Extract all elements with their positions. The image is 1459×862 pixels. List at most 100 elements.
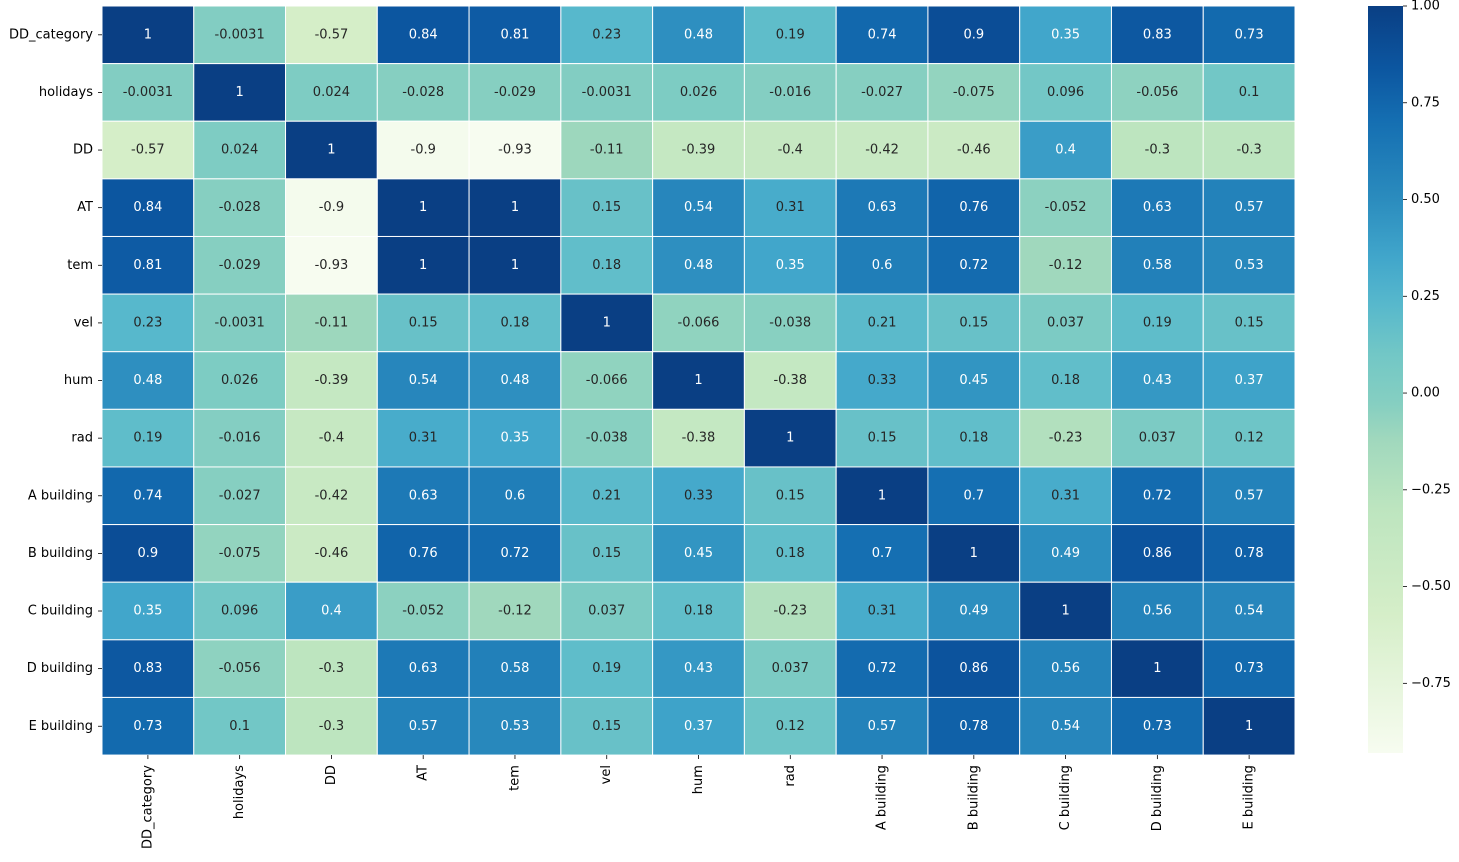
heatmap-cell-dd-category-dd-category: [101, 5, 195, 65]
heatmap-cell-d-building-tem: [468, 639, 562, 698]
heatmap-cell-at-at: [376, 178, 470, 237]
cell-value-label: 0.23: [592, 27, 621, 42]
heatmap-cell-at-e-building: [1202, 178, 1296, 237]
heatmap-cell-d-building-rad: [743, 639, 837, 698]
cell-value-label: 1: [511, 200, 519, 215]
heatmap-cell-vel-e-building: [1202, 293, 1296, 353]
cell-value-label: 0.56: [1051, 661, 1080, 676]
cell-value-label: -0.12: [498, 604, 532, 619]
cell-value-label: -0.3: [1236, 143, 1261, 158]
heatmap-cell-dd-category-at: [376, 5, 470, 65]
heatmap-cell-holidays-a-building: [835, 63, 929, 122]
heatmap-cell-rad-a-building: [835, 408, 929, 468]
heatmap-cell-b-building-dd-category: [101, 524, 195, 583]
heatmap-cell-e-building-at: [376, 696, 470, 756]
x-tick-label-at: AT: [416, 765, 431, 781]
y-tick-label-dd-category: DD_category: [9, 27, 93, 42]
cell-value-label: 0.57: [1235, 488, 1264, 503]
cell-value-label: 0.15: [1235, 315, 1264, 330]
heatmap-cell-a-building-rad: [743, 466, 837, 526]
cell-value-label: 0.19: [592, 661, 621, 676]
heatmap-cell-vel-tem: [468, 293, 562, 353]
heatmap-cell-hum-at: [376, 351, 470, 410]
cell-value-label: -0.3: [319, 719, 344, 734]
cell-value-label: 0.31: [1051, 488, 1080, 503]
heatmap-cell-vel-at: [376, 293, 470, 353]
cell-value-label: -0.23: [1049, 431, 1083, 446]
heatmap-cell-dd-category-d-building: [1110, 5, 1204, 65]
cell-value-label: 0.72: [1143, 488, 1172, 503]
cell-value-label: 0.33: [868, 373, 897, 388]
cell-value-label: 0.84: [133, 200, 162, 215]
cell-value-label: 0.024: [221, 143, 258, 158]
cell-value-label: 0.31: [868, 604, 897, 619]
x-tick-label-rad: rad: [783, 765, 798, 787]
heatmap-cell-at-c-building: [1019, 178, 1112, 237]
cell-value-label: -0.038: [769, 315, 811, 330]
cell-value-label: 0.18: [684, 604, 713, 619]
cell-value-label: 0.096: [221, 604, 258, 619]
cell-value-label: -0.39: [682, 143, 716, 158]
heatmap-cell-rad-dd-category: [101, 408, 195, 468]
heatmap-cell-holidays-dd: [285, 63, 378, 122]
cell-value-label: 0.4: [321, 604, 342, 619]
heatmap-cell-dd-c-building: [1019, 120, 1112, 180]
colorbar-tick-label: 0.25: [1411, 289, 1440, 304]
cell-value-label: 0.096: [1047, 85, 1084, 100]
heatmap-cell-e-building-b-building: [927, 696, 1021, 756]
cell-value-label: 0.72: [959, 258, 988, 273]
cell-value-label: 0.1: [229, 719, 250, 734]
heatmap-cell-c-building-tem: [468, 581, 562, 641]
heatmap-cell-holidays-vel: [560, 63, 654, 122]
heatmap-cell-holidays-at: [376, 63, 470, 122]
cell-value-label: -0.12: [1049, 258, 1083, 273]
heatmap-cell-c-building-holidays: [193, 581, 287, 641]
heatmap-cell-b-building-e-building: [1202, 524, 1296, 583]
cell-value-label: -0.0031: [123, 85, 173, 100]
cell-value-label: 0.78: [959, 719, 988, 734]
cell-value-label: 1: [603, 315, 611, 330]
cell-value-label: 1: [419, 258, 427, 273]
cell-value-label: -0.39: [315, 373, 349, 388]
cell-value-label: 0.37: [1235, 373, 1264, 388]
heatmap-cell-b-building-c-building: [1019, 524, 1112, 583]
cell-value-label: 0.037: [772, 661, 809, 676]
cell-value-label: -0.11: [590, 143, 624, 158]
cell-value-label: 0.31: [776, 200, 805, 215]
cell-value-label: -0.57: [315, 27, 349, 42]
cell-value-label: -0.9: [319, 200, 344, 215]
colorbar-tick-label: −0.25: [1411, 482, 1451, 497]
y-tick-label-d-building: D building: [27, 661, 93, 676]
cell-value-label: -0.38: [682, 431, 716, 446]
cell-value-label: -0.027: [861, 85, 903, 100]
cell-value-label: 0.23: [133, 315, 162, 330]
cell-value-label: 0.18: [959, 431, 988, 446]
heatmap-cell-b-building-vel: [560, 524, 654, 583]
heatmap-cell-c-building-d-building: [1110, 581, 1204, 641]
x-tick-label-vel: vel: [599, 765, 614, 784]
cell-value-label: 0.81: [133, 258, 162, 273]
heatmap-cell-vel-holidays: [193, 293, 287, 353]
cell-value-label: 0.86: [959, 661, 988, 676]
cell-value-label: 0.43: [1143, 373, 1172, 388]
cell-value-label: 0.21: [592, 488, 621, 503]
cell-value-label: 0.7: [963, 488, 984, 503]
heatmap-cell-dd-dd: [285, 120, 378, 180]
colorbar-gradient: [1368, 6, 1403, 753]
heatmap-cell-dd-category-dd: [285, 5, 378, 65]
heatmap-cell-hum-hum: [652, 351, 745, 410]
cell-value-label: 0.73: [1235, 661, 1264, 676]
cell-value-label: -0.38: [773, 373, 807, 388]
heatmap-cell-tem-d-building: [1110, 235, 1204, 295]
cell-value-label: 0.48: [500, 373, 529, 388]
heatmap-cell-a-building-vel: [560, 466, 654, 526]
cell-value-label: 0.15: [592, 546, 621, 561]
heatmap-cell-d-building-holidays: [193, 639, 287, 698]
cell-value-label: 0.024: [313, 85, 350, 100]
cell-value-label: -0.029: [494, 85, 536, 100]
cell-value-label: 0.9: [963, 27, 984, 42]
cell-value-label: 0.56: [1143, 604, 1172, 619]
cell-value-label: 0.37: [684, 719, 713, 734]
heatmap-cell-e-building-dd-category: [101, 696, 195, 756]
